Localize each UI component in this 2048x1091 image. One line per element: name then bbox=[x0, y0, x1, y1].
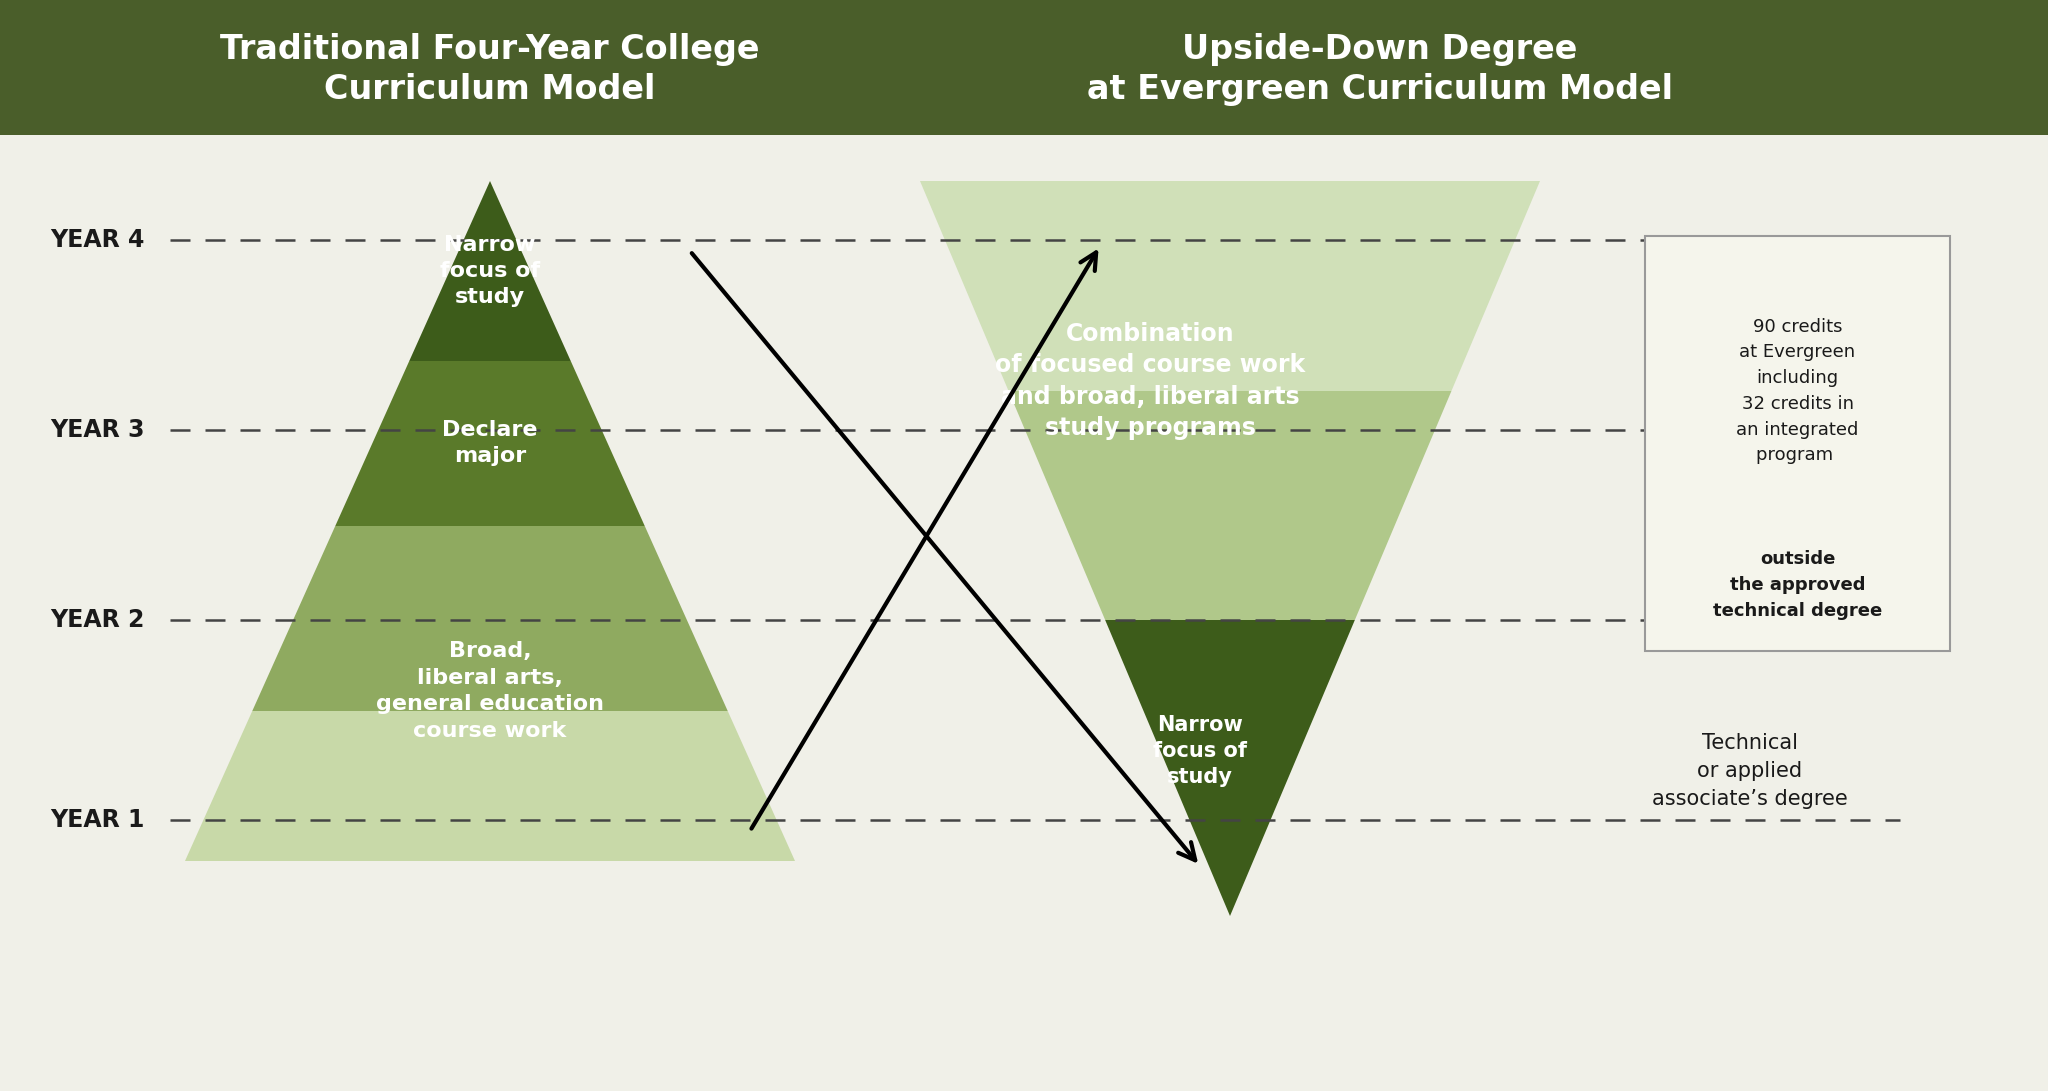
Polygon shape bbox=[410, 181, 571, 361]
Polygon shape bbox=[1106, 620, 1356, 916]
Text: Technical
or applied
associate’s degree: Technical or applied associate’s degree bbox=[1653, 733, 1847, 810]
Polygon shape bbox=[184, 711, 795, 861]
Text: Combination
of focused course work
and broad, liberal arts
study programs: Combination of focused course work and b… bbox=[995, 322, 1305, 441]
Text: Traditional Four-Year College: Traditional Four-Year College bbox=[221, 33, 760, 65]
Text: YEAR 2: YEAR 2 bbox=[49, 608, 143, 632]
Text: YEAR 3: YEAR 3 bbox=[49, 418, 145, 442]
Text: Curriculum Model: Curriculum Model bbox=[324, 73, 655, 106]
Polygon shape bbox=[336, 361, 645, 526]
Text: Declare
major: Declare major bbox=[442, 420, 539, 466]
Text: YEAR 4: YEAR 4 bbox=[49, 228, 143, 252]
Text: Upside-Down Degree: Upside-Down Degree bbox=[1182, 33, 1577, 65]
Text: outside
the approved
technical degree: outside the approved technical degree bbox=[1712, 550, 1882, 620]
Text: at Evergreen Curriculum Model: at Evergreen Curriculum Model bbox=[1087, 73, 1673, 106]
Bar bbox=[0, 0, 2048, 135]
Text: Narrow
focus of
study: Narrow focus of study bbox=[440, 236, 541, 307]
Text: 90 credits
at Evergreen
including
32 credits in
an integrated
program: 90 credits at Evergreen including 32 cre… bbox=[1737, 317, 1860, 465]
Text: YEAR 1: YEAR 1 bbox=[49, 808, 143, 832]
Polygon shape bbox=[920, 181, 1540, 391]
Polygon shape bbox=[1008, 391, 1452, 620]
Text: Broad,
liberal arts,
general education
course work: Broad, liberal arts, general education c… bbox=[377, 642, 604, 741]
Polygon shape bbox=[252, 526, 727, 711]
Bar bbox=[1645, 236, 1950, 651]
Text: Narrow
focus of
study: Narrow focus of study bbox=[1153, 716, 1247, 787]
